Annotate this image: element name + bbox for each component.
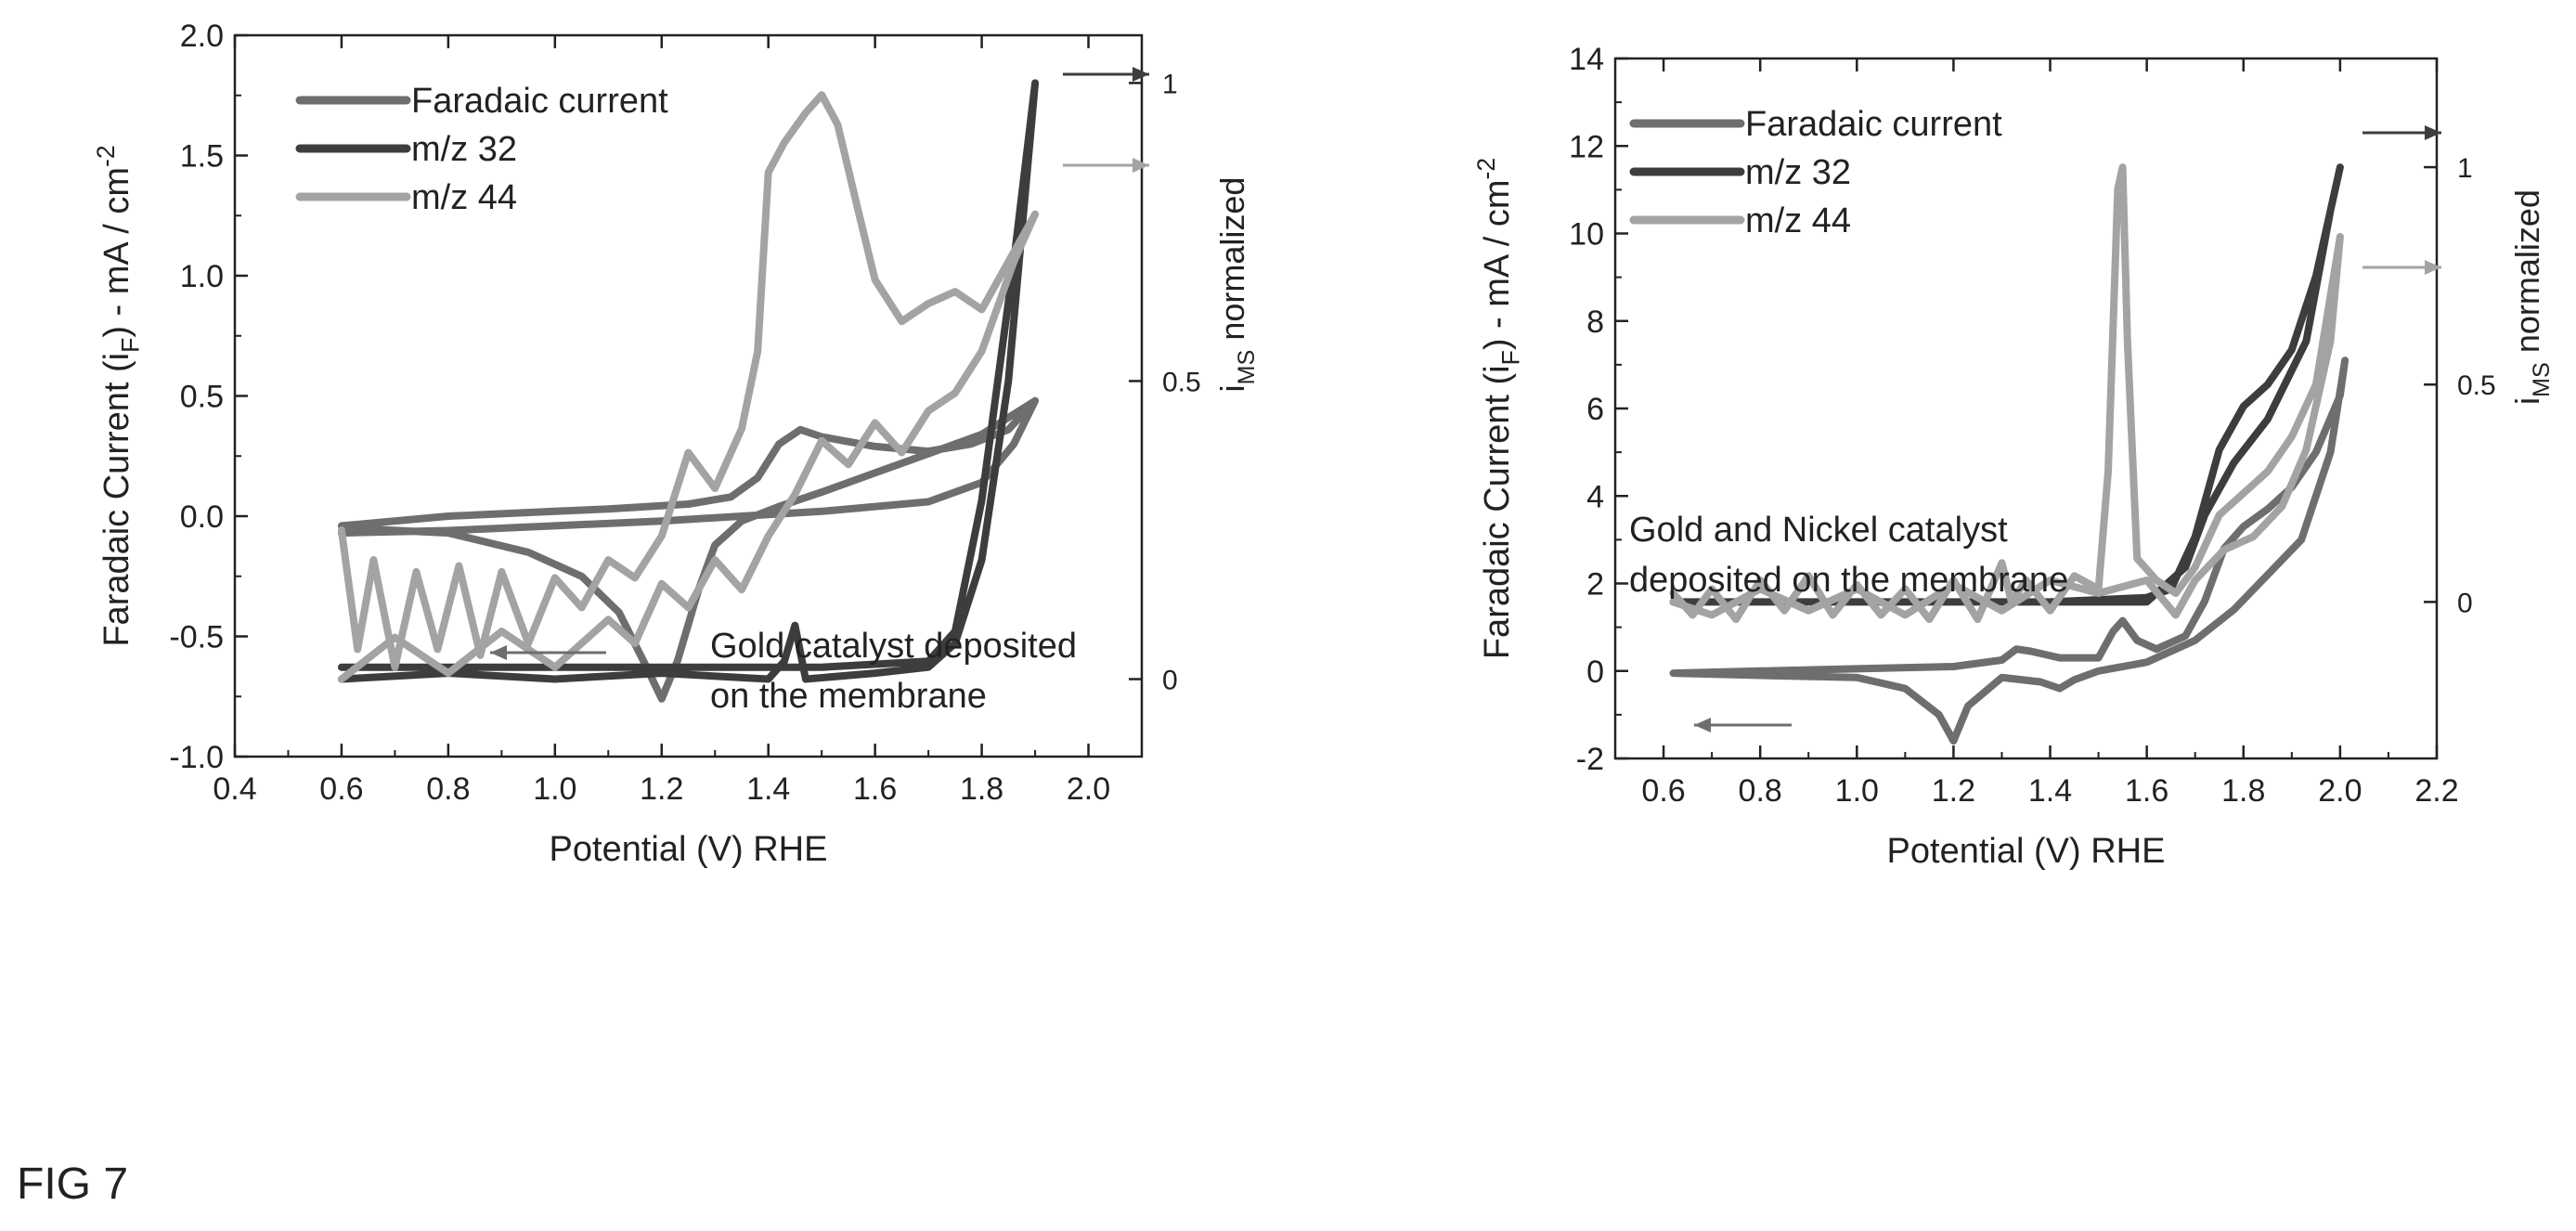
y-tick-label: -2	[1576, 742, 1604, 777]
y-tick-label: 0.5	[180, 380, 224, 415]
y-tick-label: 10	[1569, 217, 1604, 253]
y2-tick-label: 0.5	[2457, 370, 2496, 401]
y2-tick-label: 1	[1162, 69, 1178, 99]
x-tick-label: 0.4	[213, 771, 256, 807]
annotation-text: deposited on the membrane	[1629, 561, 2068, 600]
figure-label: FIG 7	[17, 1160, 129, 1209]
y2-axis-label: iMS​ normalized	[1213, 177, 1260, 393]
x-tick-label: 2.0	[2318, 773, 2362, 809]
x-tick-label: 0.6	[1641, 773, 1685, 809]
y2-tick-label: 0.5	[1162, 367, 1201, 397]
direction-arrow-head	[2425, 260, 2441, 275]
y-tick-label: 8	[1586, 305, 1604, 340]
x-tick-label: 1.6	[853, 771, 897, 807]
series-line-m-z-44	[337, 91, 1040, 683]
x-tick-label: 1.4	[746, 771, 790, 807]
y-tick-label: 6	[1586, 392, 1604, 427]
x-tick-label: 1.2	[1932, 773, 1975, 809]
series-line-faradaic-current	[337, 396, 1040, 703]
y-axis-label: Faradaic Current (iF​) - mA / cm-2​	[92, 145, 145, 646]
y-tick-label: 12	[1569, 129, 1604, 164]
annotation-text: Gold and Nickel catalyst	[1629, 511, 2008, 550]
y2-tick-label: 0	[1162, 666, 1178, 696]
x-axis-label: Potential (V) RHE	[1887, 832, 2166, 871]
x-tick-label: 2.2	[2414, 773, 2458, 809]
y-axis-label: Faradaic Current (iF​) - mA / cm-2​	[1472, 158, 1525, 659]
annotation-text: on the membrane	[710, 677, 987, 716]
series-line-m-z-32	[337, 79, 1040, 683]
direction-arrow-head	[490, 645, 507, 660]
chart-1: 0.4 0.6 0.8 1.0 1.2 1.4 1.6 1.8 2.0 -1.0 -0.5 0.0 0.…	[92, 19, 1260, 869]
y-tick-label: 2	[1586, 567, 1604, 603]
x-axis-label: Potential (V) RHE	[550, 830, 828, 869]
legend-label: m/z 44	[1745, 201, 1851, 240]
x-tick-label: 2.0	[1067, 771, 1110, 807]
chart-2: 0.6 0.8 1.0 1.2 1.4 1.6 1.8 2.0 2.2-202468101214…	[1472, 42, 2555, 871]
direction-arrow-head	[1133, 158, 1149, 173]
direction-arrow-head	[2425, 125, 2441, 140]
y-tick-label: 4	[1586, 479, 1604, 514]
y-tick-label: 1.5	[180, 139, 224, 175]
series-line-m-z-44	[1669, 163, 2344, 624]
y-tick-label: 2.0	[180, 19, 224, 54]
x-tick-label: 0.6	[319, 771, 363, 807]
y2-axis-label: iMS​ normalized	[2508, 189, 2555, 405]
y2-tick-label: 0	[2457, 588, 2473, 618]
y-tick-label: 14	[1569, 42, 1604, 77]
x-tick-label: 1.0	[1835, 773, 1879, 809]
legend-label: m/z 32	[411, 130, 517, 169]
x-tick-label: 1.0	[533, 771, 576, 807]
direction-arrow-head	[1133, 67, 1149, 82]
y-tick-label: 0.0	[180, 499, 224, 535]
legend-label: Faradaic current	[1745, 105, 2002, 144]
x-tick-label: 1.6	[2125, 773, 2168, 809]
x-tick-label: 1.8	[960, 771, 1003, 807]
x-tick-label: 1.4	[2028, 773, 2072, 809]
annotation-text: Gold catalyst deposited	[710, 627, 1077, 666]
series-line-faradaic-current	[1669, 356, 2349, 745]
direction-arrow-head	[1694, 718, 1711, 732]
legend-label: m/z 44	[411, 178, 517, 217]
legend-label: m/z 32	[1745, 153, 1851, 192]
y-tick-label: -1.0	[169, 740, 224, 775]
y-tick-label: 1.0	[180, 259, 224, 294]
y-tick-label: -0.5	[169, 620, 224, 655]
x-tick-label: 0.8	[426, 771, 470, 807]
y-tick-label: 0	[1586, 654, 1604, 690]
x-tick-label: 1.2	[640, 771, 683, 807]
y2-tick-label: 1	[2457, 153, 2473, 184]
x-tick-label: 0.8	[1739, 773, 1782, 809]
legend-label: Faradaic current	[411, 82, 668, 121]
x-tick-label: 1.8	[2221, 773, 2265, 809]
